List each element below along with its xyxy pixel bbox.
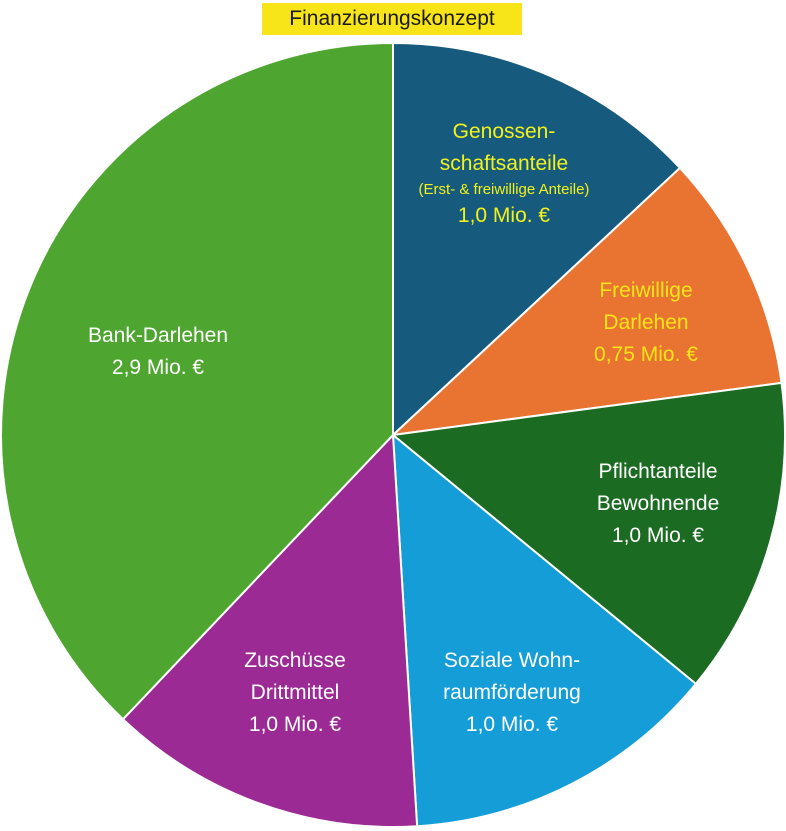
slice-label-5-line-0: Bank-Darlehen [88, 324, 228, 347]
pie-slice-3 [391, 432, 698, 828]
slice-label-0-line-1: schaftsanteile [440, 152, 568, 175]
slice-label-4-line-0: Zuschüsse [244, 649, 346, 672]
slice-label-4-line-1: Drittmittel [251, 681, 340, 704]
pie-slice-0 [392, 41, 682, 438]
slice-value-4: 1,0 Mio. € [249, 713, 342, 736]
slice-value-1: 0,75 Mio. € [594, 343, 698, 366]
pie-labels: Genossen-schaftsanteile (Erst- & freiwill… [88, 120, 719, 736]
slice-label-3-line-0: Soziale Wohn- [444, 649, 580, 672]
slice-label-0-line-0: Genossen- [453, 120, 556, 143]
slice-label-2-line-1: Bewohnende [597, 492, 720, 515]
slice-value-5: 2,9 Mio. € [112, 356, 205, 379]
pie-slice-1 [390, 166, 783, 437]
slice-label-1-line-0: Freiwillige [599, 279, 692, 302]
pie-slices [0, 41, 786, 828]
slice-note-0: (Erst- & freiwillige Anteile) [419, 181, 590, 198]
slice-label-2-line-0: Pflichtanteile [598, 460, 717, 483]
pie-slice-4 [121, 432, 419, 828]
slice-label-3-line-1: raumförderung [443, 681, 581, 704]
slice-label-1-line-1: Darlehen [603, 311, 688, 334]
chart-title: Finanzierungskonzept [262, 3, 522, 35]
pie-slice-2 [390, 381, 786, 686]
slice-value-0: 1,0 Mio. € [458, 204, 551, 227]
slice-value-2: 1,0 Mio. € [612, 524, 705, 547]
pie-slice-5 [0, 41, 394, 721]
slice-value-3: 1,0 Mio. € [466, 713, 559, 736]
